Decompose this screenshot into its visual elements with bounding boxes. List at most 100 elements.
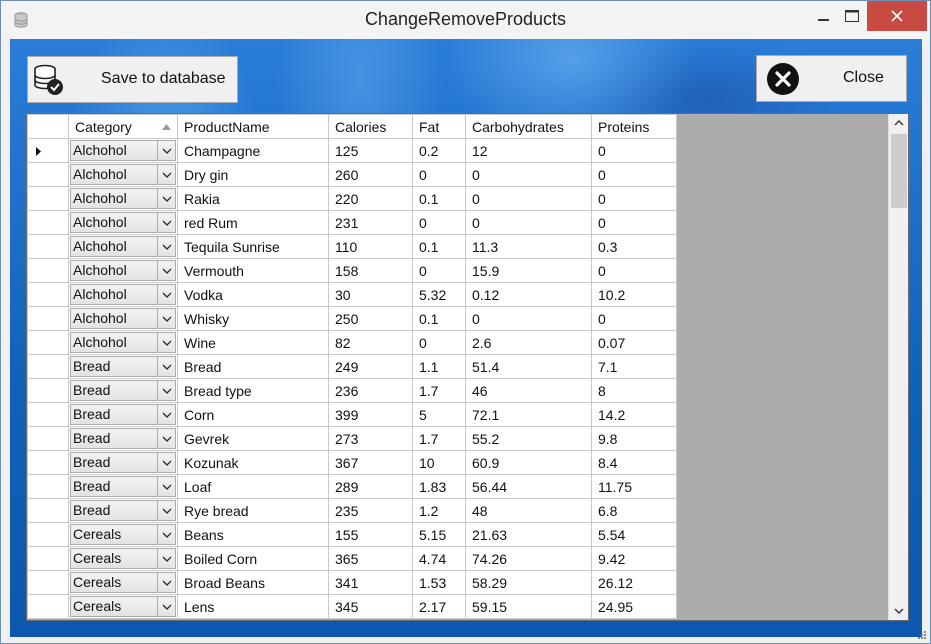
combobox-dropdown-button[interactable]	[157, 476, 175, 497]
cell-proteins[interactable]: 0	[591, 306, 677, 331]
cell-productname[interactable]: Boiled Corn	[177, 546, 329, 571]
combobox-dropdown-button[interactable]	[157, 548, 175, 569]
cell-productname[interactable]: Lens	[177, 594, 329, 619]
cell-calories[interactable]: 249	[328, 354, 413, 379]
cell-productname[interactable]: Bread type	[177, 378, 329, 403]
cell-productname[interactable]: Bread	[177, 354, 329, 379]
cell-productname[interactable]: Champagne	[177, 138, 329, 163]
save-to-database-button[interactable]: Save to database	[27, 56, 238, 103]
table-row[interactable]: Cereals Lens 345 2.17 59.15 24.95	[27, 594, 677, 619]
row-header[interactable]	[27, 570, 69, 595]
category-combobox[interactable]: Cereals	[70, 572, 176, 593]
cell-calories[interactable]: 367	[328, 450, 413, 475]
cell-carbohydrates[interactable]: 11.3	[465, 234, 592, 259]
close-form-button[interactable]: Close	[756, 55, 907, 102]
cell-proteins[interactable]: 0	[591, 258, 677, 283]
table-row[interactable]: Alchohol Champagne 125 0.2 12 0	[27, 138, 677, 163]
vertical-scrollbar[interactable]	[888, 114, 908, 620]
cell-carbohydrates[interactable]: 46	[465, 378, 592, 403]
cell-carbohydrates[interactable]: 0.12	[465, 282, 592, 307]
cell-proteins[interactable]: 26.12	[591, 570, 677, 595]
cell-proteins[interactable]: 7.1	[591, 354, 677, 379]
cell-productname[interactable]: Whisky	[177, 306, 329, 331]
cell-carbohydrates[interactable]: 58.29	[465, 570, 592, 595]
combobox-dropdown-button[interactable]	[157, 212, 175, 233]
cell-fat[interactable]: 5.15	[412, 522, 466, 547]
cell-productname[interactable]: Broad Beans	[177, 570, 329, 595]
combobox-dropdown-button[interactable]	[157, 236, 175, 257]
combobox-dropdown-button[interactable]	[157, 572, 175, 593]
corner-header[interactable]	[27, 114, 69, 139]
combobox-dropdown-button[interactable]	[157, 404, 175, 425]
cell-proteins[interactable]: 9.8	[591, 426, 677, 451]
cell-calories[interactable]: 289	[328, 474, 413, 499]
category-combobox[interactable]: Alchohol	[70, 188, 176, 209]
category-combobox[interactable]: Alchohol	[70, 212, 176, 233]
cell-carbohydrates[interactable]: 51.4	[465, 354, 592, 379]
scroll-down-button[interactable]	[889, 602, 908, 620]
cell-calories[interactable]: 260	[328, 162, 413, 187]
cell-carbohydrates[interactable]: 72.1	[465, 402, 592, 427]
cell-calories[interactable]: 341	[328, 570, 413, 595]
window-close-button[interactable]	[867, 1, 927, 31]
cell-fat[interactable]: 0	[412, 210, 466, 235]
category-combobox[interactable]: Alchohol	[70, 308, 176, 329]
cell-calories[interactable]: 345	[328, 594, 413, 619]
cell-fat[interactable]: 1.53	[412, 570, 466, 595]
cell-productname[interactable]: Dry gin	[177, 162, 329, 187]
table-row[interactable]: Bread Rye bread 235 1.2 48 6.8	[27, 498, 677, 523]
row-header[interactable]	[27, 282, 69, 307]
products-grid[interactable]: Category ProductName Calories Fat Carboh…	[26, 113, 909, 621]
cell-productname[interactable]: Wine	[177, 330, 329, 355]
category-combobox[interactable]: Alchohol	[70, 164, 176, 185]
combobox-dropdown-button[interactable]	[157, 524, 175, 545]
category-combobox[interactable]: Cereals	[70, 548, 176, 569]
cell-carbohydrates[interactable]: 56.44	[465, 474, 592, 499]
table-row[interactable]: Bread Corn 399 5 72.1 14.2	[27, 402, 677, 427]
cell-fat[interactable]: 0.1	[412, 306, 466, 331]
scrollbar-thumb[interactable]	[891, 134, 907, 208]
table-row[interactable]: Cereals Broad Beans 341 1.53 58.29 26.12	[27, 570, 677, 595]
maximize-button[interactable]	[829, 1, 874, 31]
column-header-calories[interactable]: Calories	[328, 114, 413, 139]
row-header[interactable]	[27, 354, 69, 379]
cell-fat[interactable]: 5	[412, 402, 466, 427]
cell-calories[interactable]: 399	[328, 402, 413, 427]
cell-fat[interactable]: 1.2	[412, 498, 466, 523]
cell-carbohydrates[interactable]: 74.26	[465, 546, 592, 571]
table-row[interactable]: Cereals Beans 155 5.15 21.63 5.54	[27, 522, 677, 547]
cell-proteins[interactable]: 24.95	[591, 594, 677, 619]
table-row[interactable]: Alchohol Rakia 220 0.1 0 0	[27, 186, 677, 211]
cell-calories[interactable]: 220	[328, 186, 413, 211]
title-bar[interactable]: ChangeRemoveProducts	[1, 1, 930, 39]
row-header[interactable]	[27, 306, 69, 331]
cell-proteins[interactable]: 0	[591, 162, 677, 187]
combobox-dropdown-button[interactable]	[157, 140, 175, 161]
category-combobox[interactable]: Cereals	[70, 596, 176, 617]
cell-calories[interactable]: 82	[328, 330, 413, 355]
table-row[interactable]: Alchohol Vermouth 158 0 15.9 0	[27, 258, 677, 283]
cell-productname[interactable]: Beans	[177, 522, 329, 547]
category-combobox[interactable]: Alchohol	[70, 140, 176, 161]
combobox-dropdown-button[interactable]	[157, 284, 175, 305]
cell-carbohydrates[interactable]: 15.9	[465, 258, 592, 283]
row-header[interactable]	[27, 186, 69, 211]
row-header[interactable]	[27, 522, 69, 547]
column-header-fat[interactable]: Fat	[412, 114, 466, 139]
table-row[interactable]: Bread Kozunak 367 10 60.9 8.4	[27, 450, 677, 475]
category-combobox[interactable]: Bread	[70, 356, 176, 377]
cell-calories[interactable]: 365	[328, 546, 413, 571]
cell-fat[interactable]: 4.74	[412, 546, 466, 571]
cell-proteins[interactable]: 0	[591, 138, 677, 163]
combobox-dropdown-button[interactable]	[157, 308, 175, 329]
cell-proteins[interactable]: 8.4	[591, 450, 677, 475]
row-header[interactable]	[27, 426, 69, 451]
row-header[interactable]	[27, 450, 69, 475]
combobox-dropdown-button[interactable]	[157, 260, 175, 281]
column-header-productname[interactable]: ProductName	[177, 114, 329, 139]
column-header-carbohydrates[interactable]: Carbohydrates	[465, 114, 592, 139]
cell-proteins[interactable]: 14.2	[591, 402, 677, 427]
category-combobox[interactable]: Cereals	[70, 524, 176, 545]
cell-fat[interactable]: 0	[412, 258, 466, 283]
category-combobox[interactable]: Bread	[70, 380, 176, 401]
